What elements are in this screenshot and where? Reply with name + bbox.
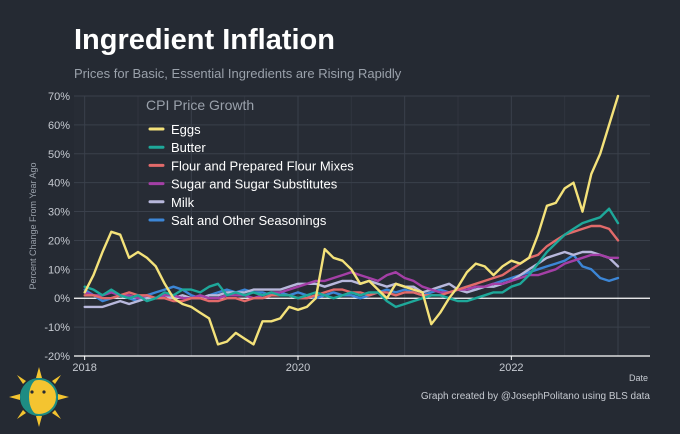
legend-item-label: Flour and Prepared Flour Mixes — [171, 158, 354, 173]
source-credit: Graph created by @JosephPolitano using B… — [420, 391, 650, 402]
chart-title: Ingredient Inflation — [74, 24, 335, 56]
legend-item-label: Salt and Other Seasonings — [171, 213, 327, 228]
series-line-salt-and-other-seasonings — [83, 253, 620, 303]
legend-item-label: Milk — [171, 195, 195, 210]
legend-title: CPI Price Growth — [146, 97, 254, 113]
series-line-eggs — [83, 94, 620, 346]
legend-item-label: Sugar and Sugar Substitutes — [171, 177, 338, 192]
x-axis-ticks: 2018 2020 2022 — [72, 356, 524, 374]
y-tick-label: -10% — [44, 322, 70, 334]
y-tick-label: 30% — [48, 207, 70, 219]
chart-subtitle: Prices for Basic, Essential Ingredients … — [74, 66, 402, 81]
x-tick-label: 2020 — [286, 362, 310, 374]
series-lines — [83, 94, 620, 346]
x-axis-label: Date — [629, 373, 648, 383]
y-tick-label: 40% — [48, 178, 70, 190]
sun-logo-icon — [9, 367, 69, 427]
y-tick-label: 20% — [48, 235, 70, 247]
y-axis-label: Percent Change From Year Ago — [28, 162, 38, 289]
series-line-butter — [83, 207, 620, 309]
legend-item-label: Butter — [171, 140, 206, 155]
y-tick-label: 50% — [48, 149, 70, 161]
y-tick-label: 10% — [48, 264, 70, 276]
y-axis-ticks: -20% -10% 0% 10% 20% 30% 40% 50% 60% 70% — [44, 91, 70, 363]
y-tick-label: 70% — [48, 91, 70, 103]
grid — [74, 95, 650, 357]
x-tick-label: 2022 — [499, 362, 523, 374]
legend-item-label: Eggs — [171, 122, 201, 137]
y-tick-label: 60% — [48, 120, 70, 132]
legend: CPI Price Growth Eggs Butter Flour and Pre… — [146, 97, 354, 228]
y-tick-label: 0% — [54, 293, 70, 305]
y-tick-label: -20% — [44, 351, 70, 363]
plot-area — [74, 96, 650, 356]
x-tick-label: 2018 — [72, 362, 96, 374]
